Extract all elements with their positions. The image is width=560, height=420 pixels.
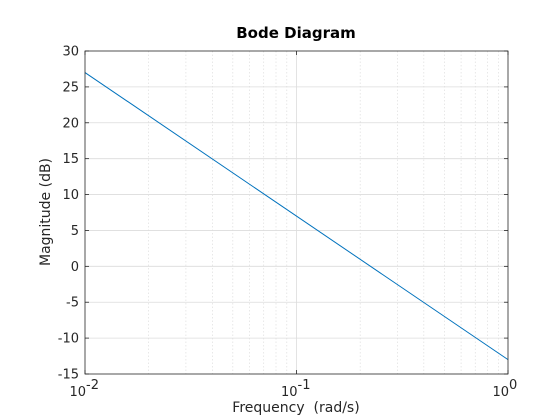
x-tick-label-base: 10 [69, 385, 86, 400]
x-tick-label: 10 0 [492, 378, 517, 400]
y-tick-label: 0 [71, 260, 79, 275]
chart-title: Bode Diagram [236, 24, 355, 42]
y-axis-label: Magnitude (dB) [38, 158, 54, 266]
y-tick-label: -5 [66, 296, 79, 311]
series-layer [84, 72, 509, 361]
y-tick-label: -10 [58, 332, 79, 347]
y-tick-label: 25 [62, 80, 79, 95]
x-tick-label: 10 -2 [69, 378, 99, 400]
y-tick-label: 30 [62, 45, 79, 60]
x-tick-label-exponent: 0 [509, 378, 517, 393]
y-tick-label: -15 [58, 368, 79, 383]
y-tick-label: 15 [62, 152, 79, 167]
x-tick-label-exponent: -2 [86, 378, 99, 393]
y-tick-label: 5 [71, 224, 79, 239]
x-tick-label-exponent: -1 [298, 378, 311, 393]
grid [85, 51, 508, 374]
y-ticks: 30 25 20 15 10 5 0 -5 -10 -15 [58, 45, 508, 383]
x-tick-label-base: 10 [281, 385, 298, 400]
series-line [84, 72, 509, 361]
x-tick-label: 10 -1 [281, 378, 311, 400]
x-axis-label: Frequency (rad/s) [232, 400, 359, 416]
x-tick-label-base: 10 [492, 385, 509, 400]
x-ticks: 10 -2 10 -1 10 0 [69, 51, 517, 400]
y-tick-label: 20 [62, 116, 79, 131]
y-tick-label: 10 [62, 188, 79, 203]
